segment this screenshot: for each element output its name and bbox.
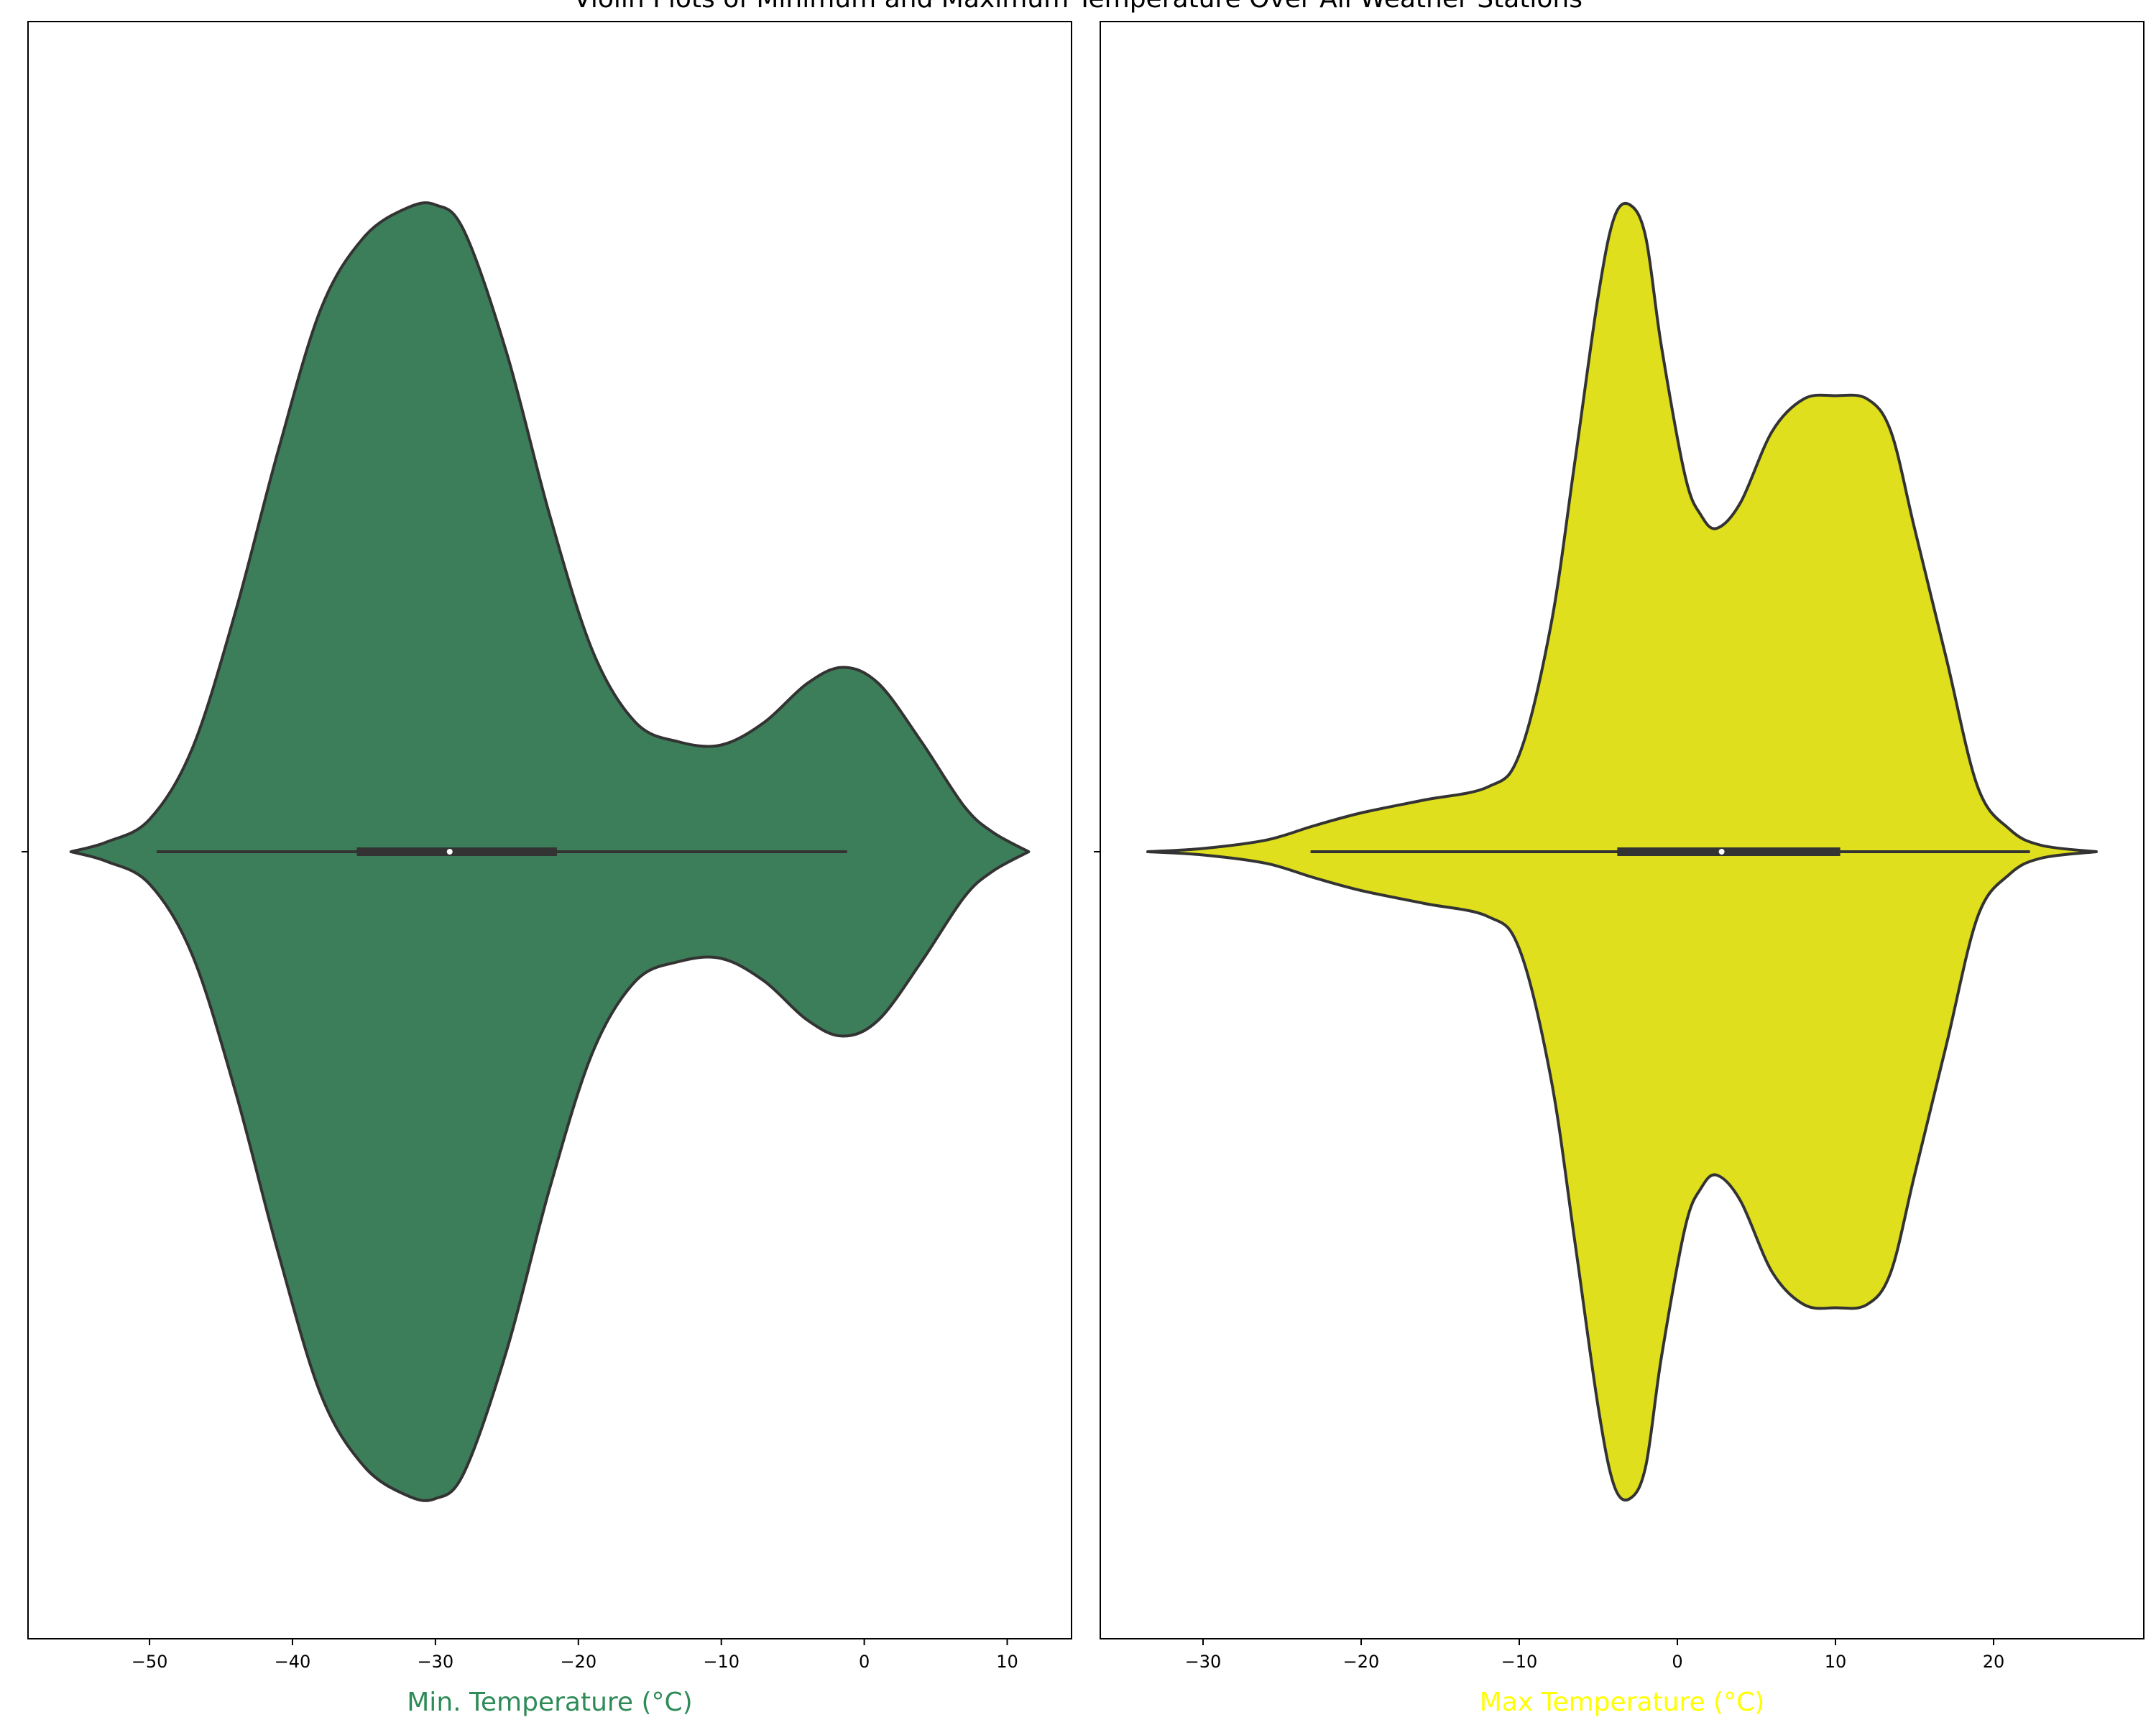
- max-temp-median-dot: [1718, 849, 1725, 855]
- max-temp-x-tick-label: −20: [1343, 1652, 1380, 1672]
- max-temp-axes-frame: [1100, 21, 2145, 1639]
- min-temp-x-tick-label: −40: [275, 1652, 311, 1672]
- max-temp-x-axis-label: Max Temperature (°C): [1480, 1688, 1765, 1717]
- min-temp-axes-frame: [27, 21, 1072, 1639]
- min-temp-x-tick-label: −10: [703, 1652, 740, 1672]
- min-temp-x-tick-label: −30: [418, 1652, 454, 1672]
- max-temp-x-tick-label: −30: [1185, 1652, 1222, 1672]
- max-temp-x-tick-label: 0: [1672, 1652, 1682, 1672]
- max-temp-iqr-box: [1617, 847, 1841, 856]
- max-temp-x-tick-label: 20: [1983, 1652, 2005, 1672]
- min-temp-x-tick-label: −50: [132, 1652, 168, 1672]
- min-temp-x-axis-label: Min. Temperature (°C): [407, 1688, 692, 1717]
- min-temp-x-tick-label: 0: [859, 1652, 870, 1672]
- min-temp-x-tick-label: 10: [996, 1652, 1018, 1672]
- figure-title: Violin Plots of Minimum and Maximum Temp…: [573, 0, 1583, 14]
- min-temperature-violin-panel: −50 −40 −30 −20 −10 0 10 Min. Temperature (°C): [22, 21, 1072, 1717]
- max-temp-x-tick-label: −10: [1501, 1652, 1538, 1672]
- min-temp-iqr-box: [356, 847, 557, 856]
- max-temperature-violin-panel: −30 −20 −10 0 10 20 Max Temperature (°C): [1094, 21, 2145, 1717]
- min-temp-median-dot: [446, 849, 453, 855]
- max-temp-x-tick-label: 10: [1825, 1652, 1847, 1672]
- min-temp-x-tick-label: −20: [560, 1652, 596, 1672]
